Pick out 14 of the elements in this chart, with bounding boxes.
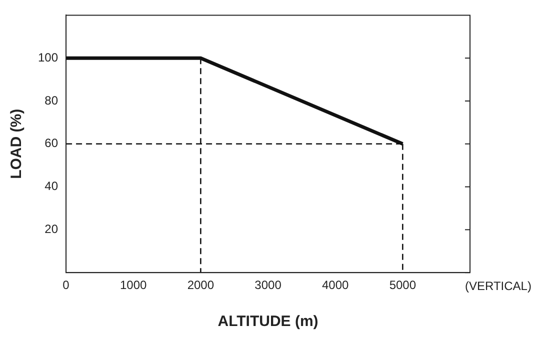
x-tick-label: 3000 — [254, 278, 282, 292]
y-tick-label: 60 — [44, 136, 58, 150]
x-tick-label: 1000 — [120, 278, 148, 292]
x-tick-label: 4000 — [322, 278, 350, 292]
y-tick-label: 20 — [44, 222, 58, 236]
x-tick-label: 0 — [62, 278, 70, 292]
text: (VERTICAL) — [465, 278, 532, 293]
y-tick-label: 40 — [44, 179, 58, 194]
y-tick-label: 100 — [38, 50, 58, 64]
y-axis-title: LOAD (%) — [8, 108, 26, 179]
x-tick-label: 2000 — [187, 278, 214, 292]
x-tick-label: 5000 — [389, 278, 416, 292]
y-tick-label: 80 — [44, 93, 58, 108]
x-axis-title: ALTITUDE (m) — [218, 313, 318, 330]
